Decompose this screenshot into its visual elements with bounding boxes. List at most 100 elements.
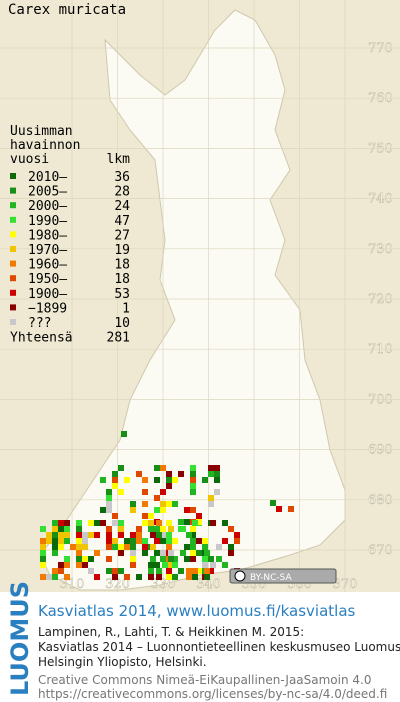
record-square bbox=[106, 538, 112, 544]
record-square bbox=[100, 477, 106, 483]
record-square bbox=[154, 526, 160, 532]
record-square bbox=[190, 544, 196, 550]
record-square bbox=[222, 538, 228, 544]
record-square bbox=[70, 544, 76, 550]
record-square bbox=[94, 574, 100, 580]
record-square bbox=[210, 562, 216, 568]
record-square bbox=[190, 532, 196, 538]
record-square bbox=[204, 568, 210, 574]
legend-label: 1990– bbox=[28, 214, 67, 229]
record-square bbox=[204, 550, 210, 556]
grid-y-label: 690 bbox=[368, 443, 393, 458]
record-square bbox=[52, 526, 58, 532]
record-square bbox=[160, 489, 166, 495]
record-square bbox=[160, 465, 166, 471]
record-square bbox=[228, 544, 234, 550]
record-square bbox=[106, 526, 112, 532]
legend-label: 1980– bbox=[28, 228, 67, 243]
record-square bbox=[214, 477, 220, 483]
record-square bbox=[166, 520, 172, 526]
license-badge-box bbox=[229, 568, 337, 584]
record-square bbox=[58, 568, 64, 574]
record-square bbox=[82, 538, 88, 544]
record-square bbox=[172, 538, 178, 544]
record-square bbox=[58, 562, 64, 568]
record-square bbox=[130, 544, 136, 550]
record-square bbox=[166, 574, 172, 580]
grid-y-label: 770 bbox=[368, 41, 393, 56]
citation-line: Helsingin Yliopisto, Helsinki. bbox=[38, 655, 207, 669]
record-square bbox=[156, 568, 162, 574]
record-square bbox=[82, 556, 88, 562]
record-square bbox=[214, 471, 220, 477]
legend-count: 18 bbox=[114, 258, 130, 273]
record-square bbox=[172, 556, 178, 562]
record-square bbox=[186, 574, 192, 580]
legend-swatch bbox=[10, 289, 16, 296]
grid-y-label: 740 bbox=[368, 192, 393, 207]
record-square bbox=[204, 574, 210, 580]
record-square bbox=[180, 550, 186, 556]
record-square bbox=[166, 562, 172, 568]
record-square bbox=[186, 532, 192, 538]
record-square bbox=[76, 520, 82, 526]
record-square bbox=[112, 471, 118, 477]
record-square bbox=[64, 526, 70, 532]
record-square bbox=[112, 568, 118, 574]
record-square bbox=[52, 538, 58, 544]
record-square bbox=[112, 483, 118, 489]
record-square bbox=[106, 532, 112, 538]
record-square bbox=[82, 544, 88, 550]
grid-y-label: 720 bbox=[368, 292, 393, 307]
record-square bbox=[192, 568, 198, 574]
record-square bbox=[172, 562, 178, 568]
legend-count: 1 bbox=[122, 301, 130, 316]
record-square bbox=[88, 568, 94, 574]
record-square bbox=[148, 568, 154, 574]
record-square bbox=[100, 520, 106, 526]
record-square bbox=[64, 574, 70, 580]
record-square bbox=[172, 477, 178, 483]
record-square bbox=[142, 489, 148, 495]
record-square bbox=[100, 507, 106, 513]
grid-x-label: 370 bbox=[333, 577, 358, 592]
legend-label: 1970– bbox=[28, 243, 67, 258]
record-square bbox=[76, 544, 82, 550]
logo: LUOMUS bbox=[6, 581, 34, 696]
record-square bbox=[166, 538, 172, 544]
record-square bbox=[168, 550, 174, 556]
record-square bbox=[168, 526, 174, 532]
legend-count: 36 bbox=[114, 170, 130, 185]
record-square bbox=[234, 532, 240, 538]
record-square bbox=[216, 544, 222, 550]
record-square bbox=[222, 520, 228, 526]
record-square bbox=[160, 532, 166, 538]
record-square bbox=[184, 556, 190, 562]
record-square bbox=[202, 556, 208, 562]
record-square bbox=[160, 507, 166, 513]
record-square bbox=[202, 477, 208, 483]
record-square bbox=[166, 471, 172, 477]
record-square bbox=[190, 556, 196, 562]
record-square bbox=[148, 513, 154, 519]
record-square bbox=[136, 526, 142, 532]
record-square bbox=[106, 489, 112, 495]
records bbox=[40, 431, 294, 580]
record-square bbox=[208, 501, 214, 507]
record-square bbox=[118, 465, 124, 471]
grid-x-label: 340 bbox=[196, 577, 221, 592]
record-square bbox=[130, 550, 136, 556]
legend-count: 28 bbox=[114, 185, 130, 200]
legend-heading: havainnon bbox=[10, 138, 80, 153]
record-square bbox=[40, 574, 46, 580]
legend-total-count: 281 bbox=[107, 331, 130, 346]
record-square bbox=[172, 501, 178, 507]
record-square bbox=[130, 538, 136, 544]
legend-count: 53 bbox=[114, 287, 130, 302]
record-square bbox=[178, 471, 184, 477]
record-square bbox=[142, 550, 148, 556]
record-square bbox=[156, 520, 162, 526]
record-square bbox=[190, 526, 196, 532]
record-square bbox=[142, 477, 148, 483]
